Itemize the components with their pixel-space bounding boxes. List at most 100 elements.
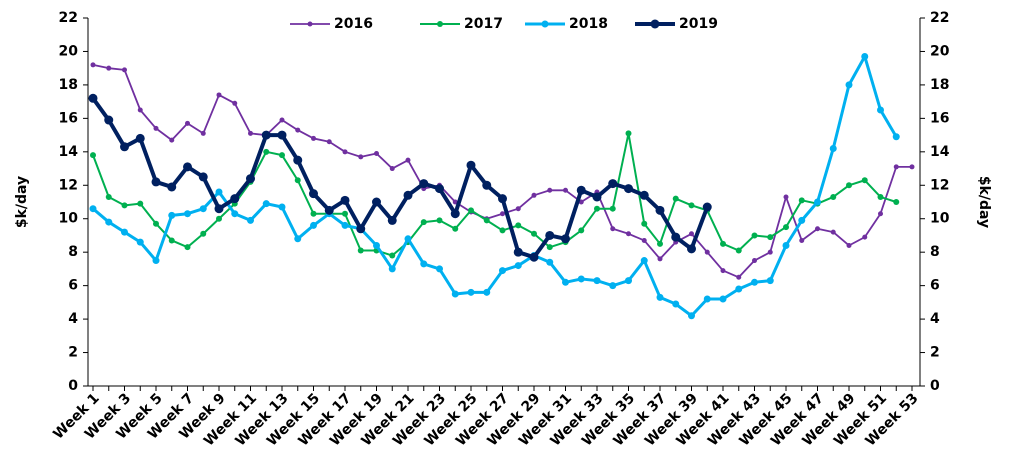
point: [311, 135, 316, 141]
legend-label: 2016: [334, 16, 373, 32]
point: [767, 249, 773, 255]
point: [593, 277, 601, 285]
point: [655, 205, 665, 215]
point: [783, 194, 789, 200]
point: [736, 274, 742, 280]
point: [151, 177, 161, 187]
point: [498, 194, 507, 204]
point: [168, 237, 175, 244]
point: [420, 260, 428, 268]
y-tick-label: 22: [59, 10, 78, 26]
point: [90, 152, 96, 159]
point: [766, 277, 774, 285]
point: [436, 217, 443, 224]
point: [389, 252, 396, 259]
point: [687, 244, 696, 254]
y2-tick-label: 8: [930, 244, 940, 260]
point: [877, 106, 884, 114]
point: [230, 194, 240, 204]
point: [246, 174, 255, 184]
point: [136, 238, 144, 246]
point: [198, 172, 208, 182]
point: [862, 234, 868, 240]
point: [720, 268, 726, 274]
point: [263, 148, 270, 155]
point: [594, 205, 600, 212]
point: [295, 127, 301, 133]
y-tick-label: 6: [68, 278, 78, 294]
point: [783, 224, 789, 231]
point: [688, 312, 695, 320]
point: [324, 205, 334, 215]
point: [90, 62, 96, 68]
point: [546, 244, 553, 251]
point: [184, 244, 191, 251]
point: [829, 144, 837, 152]
point: [735, 247, 742, 254]
point: [861, 177, 868, 184]
y-tick-label: 18: [59, 77, 78, 93]
point: [513, 247, 523, 257]
point: [562, 278, 569, 286]
point: [846, 242, 852, 248]
y2-tick-label: 16: [930, 110, 949, 126]
point: [893, 164, 899, 170]
point: [546, 258, 554, 266]
point: [531, 192, 537, 198]
point: [468, 207, 474, 214]
point: [121, 228, 128, 236]
point: [515, 206, 521, 212]
point: [609, 282, 617, 290]
point: [122, 67, 127, 73]
point: [374, 150, 379, 156]
point: [752, 258, 757, 264]
point: [357, 247, 364, 254]
point: [262, 200, 270, 208]
point: [703, 295, 711, 303]
point: [547, 187, 553, 193]
point: [200, 230, 207, 237]
legend-marker: [650, 19, 660, 29]
point: [248, 130, 253, 136]
point: [877, 193, 884, 200]
y2-tick-label: 0: [930, 378, 940, 394]
point: [231, 210, 239, 218]
point: [293, 155, 303, 165]
point: [452, 225, 459, 232]
point: [121, 202, 128, 209]
legend-label: 2018: [569, 16, 608, 32]
point: [641, 220, 648, 227]
point: [200, 130, 206, 136]
point: [403, 190, 413, 200]
point: [372, 197, 381, 207]
point: [799, 237, 805, 243]
point: [499, 267, 506, 275]
point: [483, 217, 490, 224]
point: [704, 249, 710, 255]
point: [279, 117, 285, 123]
point: [185, 120, 190, 126]
point: [373, 241, 380, 249]
point: [184, 210, 191, 218]
point: [451, 290, 459, 298]
point: [610, 226, 616, 232]
y-tick-label: 0: [68, 378, 78, 394]
point: [671, 232, 681, 242]
point: [640, 257, 648, 265]
point: [563, 187, 568, 193]
point: [672, 300, 680, 308]
point: [89, 205, 97, 213]
point: [216, 215, 222, 222]
point: [830, 229, 836, 235]
point: [720, 240, 726, 247]
point: [358, 154, 364, 160]
point: [215, 188, 223, 196]
point: [232, 100, 238, 106]
point: [689, 231, 694, 237]
y2-tick-label: 2: [930, 345, 940, 361]
point: [104, 115, 114, 125]
point: [135, 133, 145, 143]
point: [405, 157, 411, 163]
point: [137, 107, 143, 113]
